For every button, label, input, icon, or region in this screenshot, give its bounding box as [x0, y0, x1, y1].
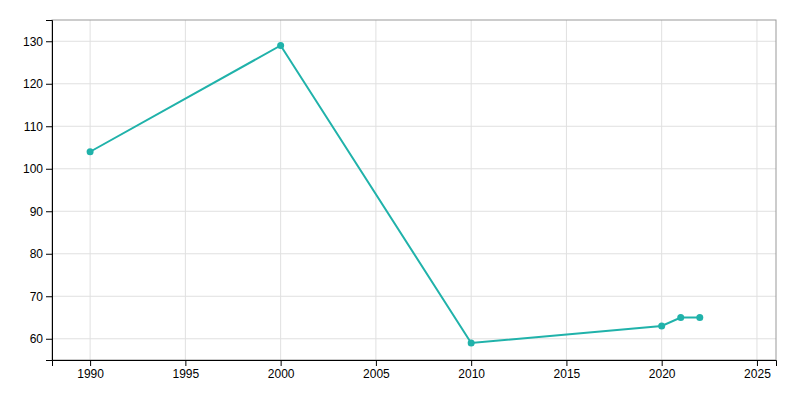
point: [696, 314, 703, 321]
tick-mark: [376, 360, 377, 366]
tick: 1990: [77, 360, 104, 381]
grid-line: [52, 41, 776, 42]
tick-label: 130: [23, 35, 43, 49]
grid: [52, 20, 776, 360]
tick: 80: [30, 247, 52, 261]
plot-frame: [52, 20, 776, 360]
grid-line: [375, 20, 376, 360]
tick-label: 2000: [268, 367, 295, 381]
tick-mark: [281, 360, 282, 366]
line: [90, 46, 700, 344]
grid-line: [52, 338, 776, 339]
tick-label: 2015: [554, 367, 581, 381]
tick: 1995: [173, 360, 200, 381]
grid-line: [280, 20, 281, 360]
tick-mark: [46, 211, 52, 212]
grid-line: [661, 20, 662, 360]
tick-label: 2010: [458, 367, 485, 381]
grid-line: [52, 211, 776, 212]
tick: 2020: [649, 360, 676, 381]
tick-label: 120: [23, 77, 43, 91]
grid-line: [52, 83, 776, 84]
grid-line: [52, 296, 776, 297]
tick-mark: [90, 360, 91, 366]
axis-line: [46, 21, 53, 361]
tick-mark: [185, 360, 186, 366]
x-axis: 1990 1995 2000 2005 2010 2015 2020 2025: [53, 360, 777, 381]
tick: 90: [30, 205, 52, 219]
series: [87, 42, 704, 347]
tick: 60: [30, 332, 52, 346]
grid-line: [471, 20, 472, 360]
tick-label: 100: [23, 162, 43, 176]
tick-label: 80: [30, 247, 44, 261]
tick-mark: [566, 360, 567, 366]
point: [468, 340, 475, 347]
tick-label: 2005: [363, 367, 390, 381]
tick: 2025: [744, 360, 771, 381]
tick-mark: [46, 84, 52, 85]
tick-mark: [46, 169, 52, 170]
point: [87, 148, 94, 155]
tick-label: 70: [30, 290, 44, 304]
tick: 130: [23, 35, 52, 49]
tick-label: 60: [30, 332, 44, 346]
tick-mark: [471, 360, 472, 366]
point: [677, 314, 684, 321]
tick-label: 2020: [649, 367, 676, 381]
tick: 100: [23, 162, 52, 176]
tick-label: 90: [30, 205, 44, 219]
chart: 1990 1995 2000 2005 2010 2015 2020 2025 60 70 80 90…: [0, 0, 800, 400]
tick: 2015: [554, 360, 581, 381]
tick-mark: [46, 126, 52, 127]
tick-label: 110: [24, 120, 43, 134]
tick: 2000: [268, 360, 295, 381]
grid-line: [90, 20, 91, 360]
grid-line: [185, 20, 186, 360]
tick: 110: [24, 120, 52, 134]
grid-line: [566, 20, 567, 360]
tick-label: 1995: [173, 367, 200, 381]
tick: 70: [30, 290, 52, 304]
axis-line: [53, 361, 777, 367]
tick-mark: [757, 360, 758, 366]
point: [658, 323, 665, 330]
y-axis: 60 70 80 90 100 110 120 130: [23, 21, 53, 361]
grid-line: [756, 20, 757, 360]
tick: 2005: [363, 360, 390, 381]
point: [277, 42, 284, 49]
tick-label: 1990: [77, 367, 104, 381]
plot-area: 1990 1995 2000 2005 2010 2015 2020 2025 60 70 80 90…: [23, 20, 777, 381]
tick-label: 2025: [744, 367, 771, 381]
tick-mark: [46, 296, 52, 297]
grid-line: [52, 126, 776, 127]
tick: 120: [23, 77, 52, 91]
tick-mark: [46, 339, 52, 340]
tick-mark: [662, 360, 663, 366]
grid-line: [52, 168, 776, 169]
tick-mark: [46, 254, 52, 255]
tick-mark: [46, 41, 52, 42]
tick: 2010: [458, 360, 485, 381]
